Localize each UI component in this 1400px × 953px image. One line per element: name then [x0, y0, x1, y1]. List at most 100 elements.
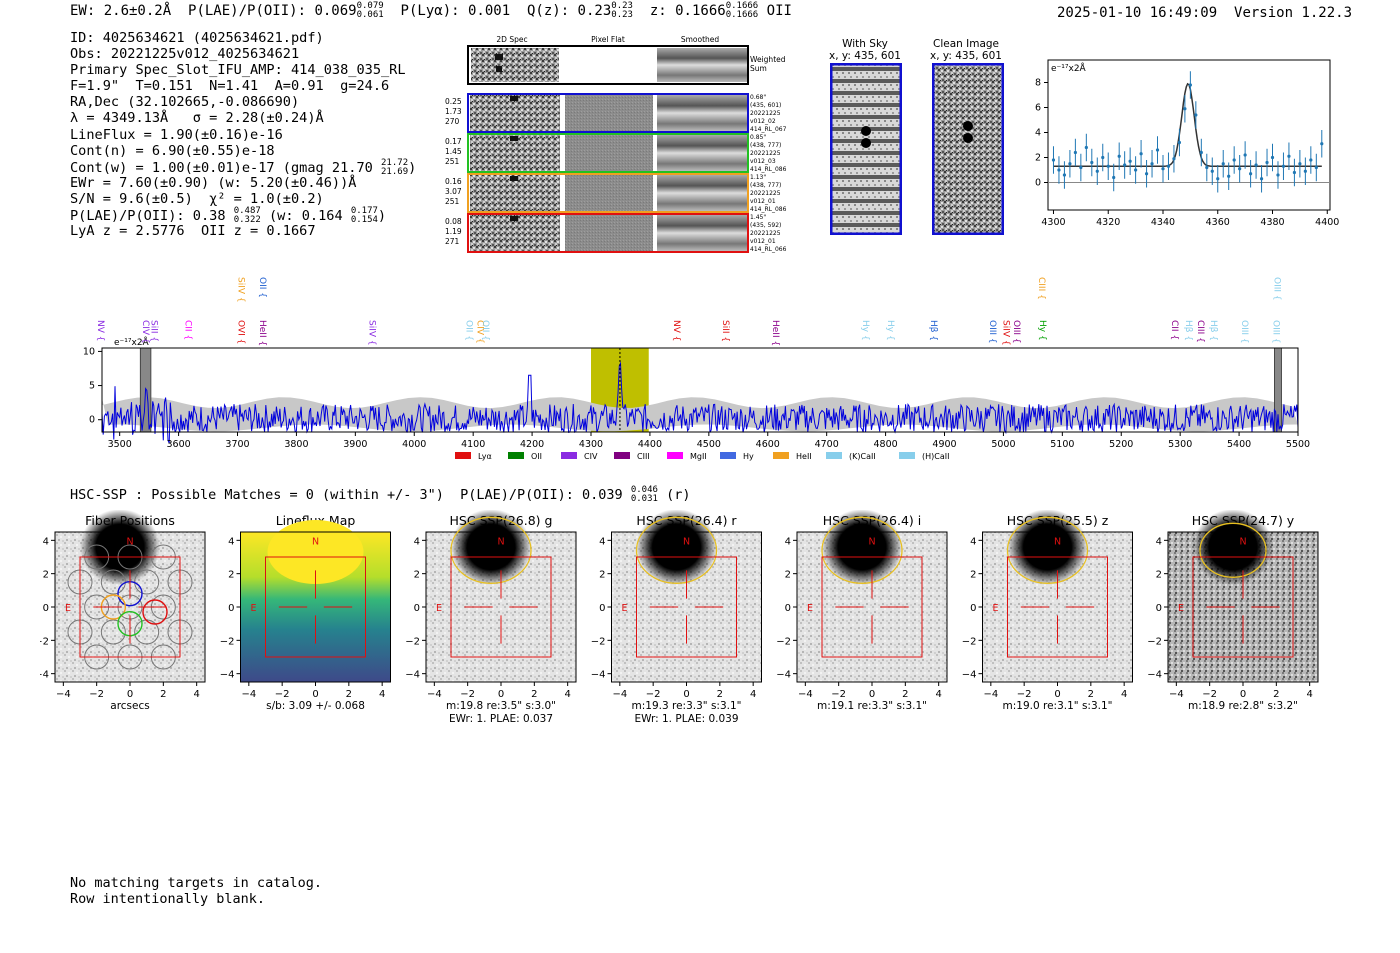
- spectrum-legend: Lyα OII CIV CIII MgII Hy HeII (K)CaII (H)CaII: [455, 452, 949, 461]
- fit-data-point: [1249, 160, 1253, 188]
- spectrum-line-label: Hβ {: [1208, 320, 1218, 341]
- spectrum-xtick-label: 4500: [697, 439, 721, 450]
- hsc-ytick-label: 4: [970, 536, 976, 547]
- spectrum-line-label: SiIV {: [1000, 320, 1010, 346]
- spectrum-line-label: OII {: [257, 277, 267, 298]
- hsc-ytick-label: 2: [228, 570, 234, 581]
- fit-data-point: [1276, 161, 1280, 189]
- hsc-xtick-label: 0: [683, 689, 689, 700]
- hsc-xtick-label: 0: [869, 689, 875, 700]
- spectrum-line-label: CIV {: [474, 320, 484, 344]
- spectrum-line-label: OIII {: [1011, 320, 1021, 344]
- with-sky-header: With Sky x, y: 435, 601: [829, 38, 901, 62]
- spectrum-legend-item: (H)CaII: [899, 452, 949, 461]
- cutout-smoothed: [657, 175, 747, 211]
- fit-ytick-label: 6: [1035, 103, 1041, 114]
- spectrum-xtick-label: 4900: [932, 439, 956, 450]
- spectrum-legend-item: CIV: [561, 452, 598, 461]
- fit-data-point: [1084, 133, 1088, 162]
- bright-source: [636, 510, 717, 585]
- fit-data-point: [1188, 71, 1192, 99]
- fit-data-point: [1051, 146, 1056, 174]
- col-label-2dspec: 2D Spec: [496, 35, 527, 44]
- summary-header: EW: 2.6±0.2Å P(LAE)/P(OII): 0.069 0.079 0.…: [70, 2, 792, 20]
- fit-data-point: [1183, 95, 1187, 123]
- hsc-xtick-label: −2: [275, 689, 290, 700]
- hsc-panel-caption-2: EWr: 1. PLAE: 0.037: [449, 713, 553, 725]
- hsc-ytick-label: 2: [599, 570, 605, 581]
- cutout-right-label: 20221225: [750, 110, 781, 117]
- info-contn: Cont(n) = 6.90(±0.55)e-18: [70, 142, 275, 159]
- plae-value: P(LAE)/P(OII): 0.069: [188, 3, 357, 19]
- bright-source: [80, 510, 160, 585]
- info-plae: P(LAE)/P(OII): 0.38 0.487 0.322 (w: 0.164…: [70, 206, 387, 226]
- fiber-circle-highlight: [142, 599, 168, 625]
- fit-data-point: [1210, 157, 1214, 185]
- cutout-right-label: (438, 777): [750, 182, 781, 189]
- spectrum-line-label: CII {: [1169, 320, 1179, 340]
- fit-data-point: [1134, 156, 1138, 184]
- compass-north: N: [868, 536, 875, 547]
- cutout-left-label: 0.17: [445, 137, 462, 146]
- hsc-xtick-label: 4: [564, 689, 570, 700]
- cutout-right-label: 1.45": [750, 214, 766, 221]
- fit-data-point: [1238, 155, 1242, 183]
- fit-data-point: [1128, 147, 1132, 175]
- z-line: OII: [766, 3, 792, 19]
- fit-data-point: [1281, 152, 1286, 180]
- hsc-ytick-label: 2: [785, 570, 791, 581]
- svg-text:CIV: CIV: [584, 452, 598, 461]
- svg-text:MgII: MgII: [690, 452, 707, 461]
- hsc-xtick-label: 0: [127, 689, 133, 700]
- spectrum-xtick-label: 5400: [1227, 439, 1251, 450]
- z-value: z: 0.1666: [649, 3, 726, 19]
- bright-source: [451, 510, 531, 585]
- hsc-xtick-label: 2: [717, 689, 723, 700]
- cutout-left-label: 1.73: [445, 107, 462, 116]
- cutout-left-label: 251: [445, 157, 460, 166]
- weighted-sum-label: Weighted: [750, 55, 786, 64]
- lineflux-peak: [267, 520, 364, 584]
- spectrum-xtick-label: 3500: [108, 439, 132, 450]
- hsc-ytick-label: 0: [414, 603, 420, 614]
- spectrum-line-label: SiII {: [148, 320, 158, 342]
- fit-data-point: [1194, 101, 1198, 129]
- spectrum-flux-line: [101, 361, 1299, 444]
- cutout-left-label: 0.25: [445, 97, 462, 106]
- spectrum-axes-frame: [101, 347, 1299, 433]
- fit-xtick-label: 4320: [1096, 217, 1120, 228]
- compass-east: E: [65, 603, 71, 614]
- info-obs: Obs: 20221225v012_4025634621: [70, 46, 300, 63]
- col-label-smoothed: Smoothed: [681, 35, 720, 44]
- compass-north: N: [1054, 536, 1061, 547]
- fit-data-point: [1090, 148, 1094, 177]
- clean-image: [932, 63, 1004, 235]
- spectrum-line-label: OIII {: [1271, 277, 1281, 301]
- spectrum-xtick-label: 4800: [873, 439, 897, 450]
- spectrum-line-label: CIV {: [140, 320, 150, 344]
- fit-data-point: [1101, 143, 1105, 172]
- fit-ytick-label: 0: [1035, 178, 1041, 189]
- fit-data-point: [1216, 165, 1220, 193]
- cutout-right-label: 414_RL_086: [750, 166, 787, 173]
- cutout-right-label: 414_RL_086: [750, 206, 787, 213]
- compass-north: N: [683, 536, 690, 547]
- cutout-right-label: 20221225: [750, 150, 781, 157]
- fit-data-point: [1117, 142, 1121, 170]
- hsc-xtick-label: 2: [902, 689, 908, 700]
- hsc-ytick-label: −2: [1147, 636, 1162, 647]
- clean-image-header: Clean Image x, y: 435, 601: [930, 38, 1002, 62]
- spectrum-xtick-label: 3900: [343, 439, 367, 450]
- fit-data-point: [1298, 150, 1302, 178]
- fit-data-point: [1161, 155, 1165, 183]
- cutout-right-label: 414_RL_066: [750, 246, 787, 253]
- fit-data-point: [1139, 140, 1143, 168]
- cutout-pixelflat: [565, 175, 653, 211]
- cutout-source-blob: [510, 96, 518, 101]
- hsc-ytick-label: −4: [962, 670, 977, 681]
- hsc-panel-caption: m:19.1 re:3.3" s:3.1": [817, 700, 927, 712]
